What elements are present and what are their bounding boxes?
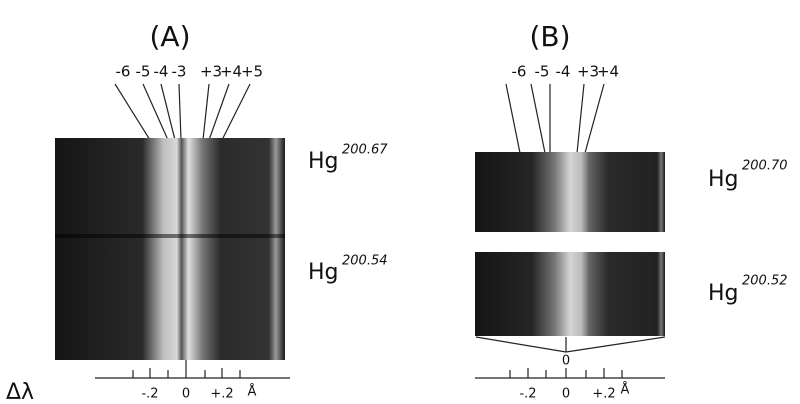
scale-label: -.2 [519, 387, 536, 402]
mass: 200.52 [742, 274, 788, 289]
order-label: -5 [535, 63, 550, 81]
order-label: -3 [172, 63, 187, 81]
scale-label: -.2 [141, 387, 158, 402]
spectrogram [475, 152, 665, 232]
order-label: -4 [556, 63, 571, 81]
scale [475, 368, 665, 378]
spectrogram [475, 252, 665, 336]
order-label: -6 [116, 63, 131, 81]
center-leader [476, 337, 665, 352]
element: Hg [708, 167, 739, 192]
scale-label: +.2 [592, 387, 615, 402]
element: Hg [308, 149, 339, 174]
panel-label: (B) [529, 20, 570, 53]
order-label: +5 [241, 63, 263, 81]
axis-label: Δλ [6, 380, 34, 404]
order-labels: -6 -5 -4 +3 +4 [512, 63, 620, 81]
order-label: +3 [577, 63, 599, 81]
figure: (A) -6 -5 -4 -3 +3 +4 +5 Hg 200.67 Hg 20… [0, 0, 800, 404]
order-label: +4 [220, 63, 242, 81]
mass: 200.54 [342, 254, 388, 269]
scale-label: 0 [562, 387, 570, 402]
scale-label: +.2 [210, 387, 233, 402]
scale-unit: Å [621, 382, 630, 398]
element: Hg [708, 281, 739, 306]
order-leaders [115, 84, 250, 140]
scale [95, 360, 290, 378]
spectrogram [55, 138, 285, 360]
order-label: -5 [136, 63, 151, 81]
order-labels: -6 -5 -4 -3 +3 +4 +5 [116, 63, 264, 81]
spectrogram-seam [55, 234, 285, 238]
order-label: +4 [597, 63, 619, 81]
mass: 200.70 [742, 159, 788, 174]
scale-label: 0 [182, 387, 190, 402]
order-label: +3 [200, 63, 222, 81]
scale-unit: Å [248, 384, 257, 400]
panel-label: (A) [149, 20, 190, 53]
mass: 200.67 [342, 143, 388, 158]
element: Hg [308, 260, 339, 285]
order-leaders [506, 84, 604, 153]
order-label: -4 [154, 63, 169, 81]
center-label: 0 [562, 354, 570, 369]
order-label: -6 [512, 63, 527, 81]
